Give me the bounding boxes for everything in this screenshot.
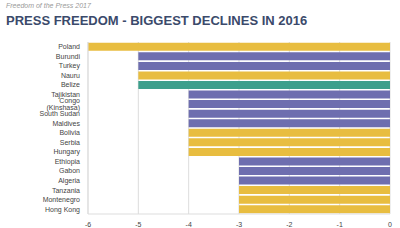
html-text:Congo: Congo <box>59 97 80 105</box>
svg-text:Montenegro: Montenegro <box>43 196 80 204</box>
html-text:(Kinshasa): (Kinshasa) <box>46 104 80 112</box>
svg-text:Bolivia: Bolivia <box>59 129 80 136</box>
svg-text:-5: -5 <box>135 221 141 228</box>
svg-text:Burundi: Burundi <box>56 53 81 60</box>
svg-text:Tanzania: Tanzania <box>52 187 80 194</box>
svg-text:-1: -1 <box>337 221 343 228</box>
svg-text:Belize: Belize <box>61 81 80 88</box>
svg-text:South Sudan: South Sudan <box>40 110 81 117</box>
svg-text:0: 0 <box>388 221 392 228</box>
svg-text:Hong Kong: Hong Kong <box>45 206 80 214</box>
svg-text:Turkey: Turkey <box>59 62 81 70</box>
html-text:Freedom of the Press 2017: Freedom of the Press 2017 <box>6 2 91 9</box>
html-text:PRESS FREEDOM - BIGGEST DECLIN: PRESS FREEDOM - BIGGEST DECLINES IN 2016 <box>6 13 308 28</box>
svg-text:Tajikistan: Tajikistan <box>51 91 80 98</box>
svg-text:-2: -2 <box>286 221 292 228</box>
svg-text:Poland: Poland <box>58 43 80 50</box>
svg-text:Nauru: Nauru <box>61 72 80 79</box>
svg-text:-3: -3 <box>236 221 242 228</box>
svg-text:-6: -6 <box>85 221 91 228</box>
svg-text:-4: -4 <box>186 221 192 228</box>
svg-text:Algeria: Algeria <box>58 177 80 185</box>
svg-text:Gabon: Gabon <box>59 167 80 174</box>
svg-text:Hungary: Hungary <box>54 148 81 156</box>
svg-text:Maldives: Maldives <box>52 120 80 127</box>
svg-text:Serbia: Serbia <box>60 139 80 146</box>
svg-text:Ethiopia: Ethiopia <box>55 158 80 166</box>
